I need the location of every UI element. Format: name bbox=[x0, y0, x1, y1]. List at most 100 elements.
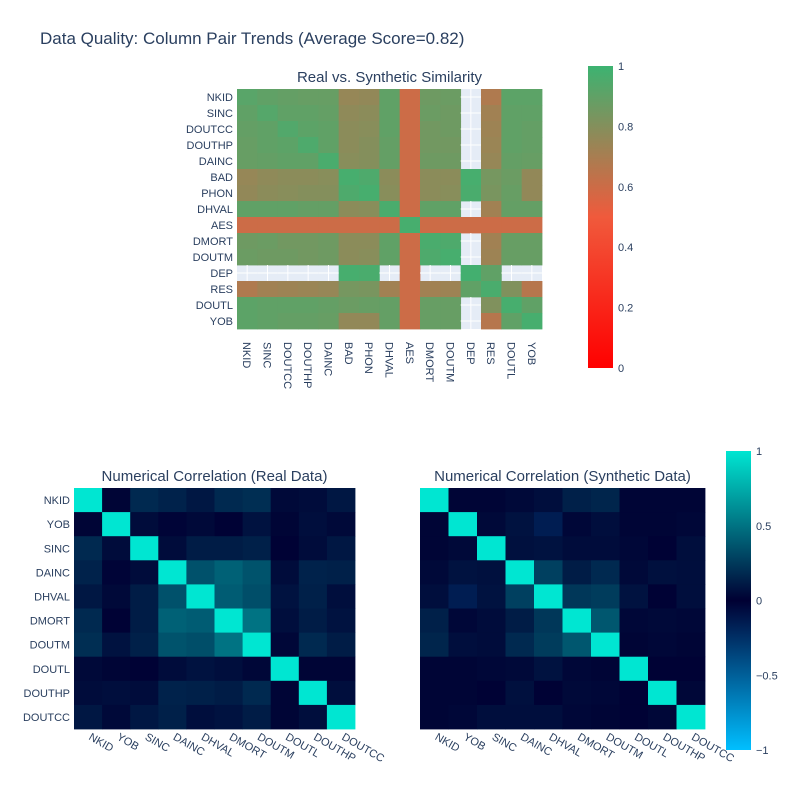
heatmap-cell bbox=[74, 608, 103, 633]
heatmap-cell bbox=[481, 233, 502, 250]
heatmap-cell bbox=[74, 512, 103, 537]
heatmap-cell bbox=[277, 153, 299, 170]
heatmap-cell bbox=[359, 185, 380, 202]
heatmap-cell bbox=[102, 584, 131, 609]
heatmap-cell bbox=[379, 153, 401, 170]
similarity-colorbar-bar bbox=[588, 66, 613, 368]
x-tick-label: SINC bbox=[261, 342, 273, 368]
heatmap-cell bbox=[481, 281, 502, 298]
heatmap-cell bbox=[257, 201, 279, 218]
y-tick-label: NKID bbox=[44, 495, 70, 507]
chart-title: Numerical Correlation (Real Data) bbox=[102, 468, 328, 485]
heatmap-cell bbox=[501, 249, 523, 266]
heatmap-cell bbox=[420, 488, 449, 513]
heatmap-cell bbox=[676, 512, 706, 537]
colorbar-tick-label: 0 bbox=[618, 363, 624, 375]
heatmap-cell bbox=[242, 704, 272, 730]
heatmap-cell bbox=[534, 560, 563, 585]
heatmap-cell bbox=[298, 656, 328, 682]
heatmap-cell bbox=[318, 169, 340, 186]
heatmap-cell bbox=[619, 680, 649, 706]
heatmap-cell bbox=[534, 680, 563, 706]
heatmap-cell bbox=[521, 249, 543, 266]
heatmap-cell bbox=[591, 512, 620, 537]
heatmap-cell bbox=[158, 512, 187, 537]
heatmap-cell bbox=[242, 512, 272, 537]
heatmap-cell bbox=[481, 249, 502, 266]
heatmap-cell bbox=[214, 560, 243, 585]
heatmap-cell bbox=[379, 249, 401, 266]
heatmap-cell bbox=[257, 105, 279, 122]
heatmap-cell bbox=[505, 584, 535, 609]
heatmap-cell bbox=[648, 584, 677, 609]
x-tick-label: RES bbox=[484, 342, 496, 365]
heatmap-cell bbox=[440, 121, 462, 138]
heatmap-cell bbox=[481, 297, 502, 314]
heatmap-cell bbox=[298, 512, 328, 537]
heatmap-cell bbox=[318, 201, 340, 218]
heatmap-cell bbox=[481, 105, 502, 122]
heatmap-cell bbox=[562, 680, 592, 706]
heatmap-cell bbox=[186, 608, 215, 633]
heatmap-cell bbox=[399, 217, 421, 234]
heatmap-cell bbox=[501, 217, 523, 234]
heatmap-cell bbox=[481, 313, 502, 330]
heatmap-cell bbox=[399, 89, 421, 106]
heatmap-cell bbox=[359, 281, 380, 298]
heatmap-cell bbox=[501, 169, 523, 186]
heatmap-cell bbox=[130, 680, 159, 706]
heatmap-cell bbox=[676, 560, 706, 585]
heatmap-cell bbox=[338, 121, 360, 138]
chart-title: Real vs. Synthetic Similarity bbox=[297, 69, 483, 86]
heatmap-cell bbox=[359, 217, 380, 234]
heatmap-cell bbox=[379, 281, 401, 298]
heatmap-cell bbox=[460, 217, 482, 234]
heatmap-cell bbox=[399, 169, 421, 186]
heatmap-cell bbox=[338, 201, 360, 218]
heatmap-cell bbox=[158, 680, 187, 706]
heatmap-cell bbox=[534, 536, 563, 561]
heatmap-cell bbox=[237, 185, 258, 202]
y-tick-label: DEP bbox=[210, 268, 233, 280]
heatmap-cell bbox=[277, 249, 299, 266]
heatmap-cell bbox=[237, 249, 258, 266]
heatmap-cell bbox=[534, 584, 563, 609]
heatmap-cell bbox=[440, 217, 462, 234]
heatmap-cell bbox=[420, 512, 449, 537]
heatmap-cell bbox=[298, 89, 319, 106]
heatmap-cell bbox=[534, 512, 563, 537]
heatmap-cell bbox=[338, 89, 360, 106]
heatmap-cell bbox=[214, 608, 243, 633]
heatmap-cell bbox=[676, 608, 706, 633]
heatmap-cell bbox=[648, 632, 677, 658]
heatmap-cell bbox=[257, 297, 279, 314]
heatmap-cell bbox=[399, 153, 421, 170]
heatmap-cell bbox=[399, 137, 421, 154]
heatmap-cell bbox=[214, 584, 243, 609]
heatmap-cell bbox=[318, 249, 340, 266]
y-tick-label: DOUTHP bbox=[187, 140, 233, 152]
heatmap-cell bbox=[501, 281, 523, 298]
correlation-colorbar: 1 0.5 0 −0.5 −1 bbox=[726, 446, 778, 757]
heatmap-cell bbox=[242, 584, 272, 609]
heatmap-cell bbox=[420, 137, 441, 154]
heatmap-cell bbox=[420, 656, 449, 682]
heatmap-cell bbox=[318, 153, 340, 170]
heatmap-cell bbox=[460, 185, 482, 202]
heatmap-cell bbox=[130, 704, 159, 730]
similarity-colorbar: 0 0.2 0.4 0.6 0.8 1 bbox=[588, 61, 633, 375]
heatmap-cell bbox=[298, 281, 319, 298]
x-tick-label: PHON bbox=[362, 342, 374, 374]
heatmap-cell bbox=[505, 608, 535, 633]
heatmap-cell bbox=[102, 680, 131, 706]
x-tick-label: SINC bbox=[143, 731, 172, 755]
heatmap-cell bbox=[648, 680, 677, 706]
heatmap-cell bbox=[359, 153, 380, 170]
heatmap-cell bbox=[562, 488, 592, 513]
heatmap-cell bbox=[501, 201, 523, 218]
y-tick-label: DOUTM bbox=[193, 252, 233, 264]
heatmap-cell bbox=[521, 281, 543, 298]
heatmap-cell bbox=[186, 512, 215, 537]
